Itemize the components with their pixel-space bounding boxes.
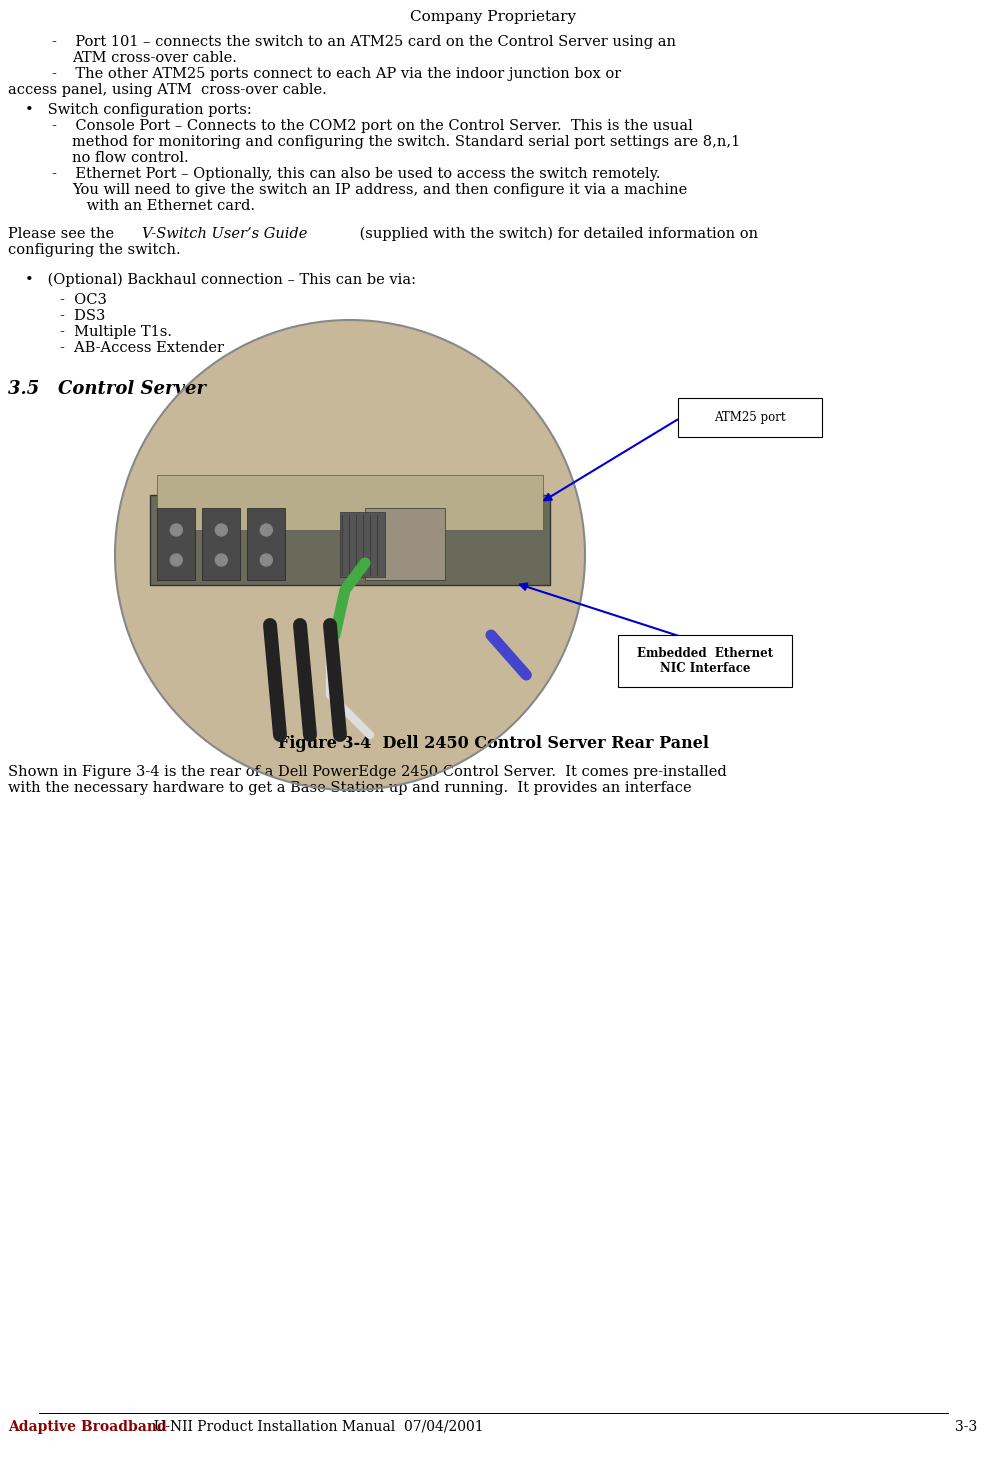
Text: 3-3: 3-3 bbox=[953, 1420, 976, 1434]
FancyBboxPatch shape bbox=[677, 398, 821, 437]
Text: with an Ethernet card.: with an Ethernet card. bbox=[82, 199, 254, 212]
Text: -    Ethernet Port – Optionally, this can also be used to access the switch remo: - Ethernet Port – Optionally, this can a… bbox=[52, 167, 660, 182]
FancyBboxPatch shape bbox=[247, 508, 285, 580]
FancyBboxPatch shape bbox=[365, 508, 445, 580]
Text: 3.5   Control Server: 3.5 Control Server bbox=[8, 379, 206, 398]
Text: -    Port 101 – connects the switch to an ATM25 card on the Control Server using: - Port 101 – connects the switch to an A… bbox=[52, 35, 675, 48]
Circle shape bbox=[171, 554, 182, 565]
Text: (supplied with the switch) for detailed information on: (supplied with the switch) for detailed … bbox=[355, 227, 757, 242]
Text: -  AB-Access Extender: - AB-Access Extender bbox=[60, 341, 224, 355]
FancyBboxPatch shape bbox=[202, 508, 240, 580]
FancyBboxPatch shape bbox=[617, 634, 791, 687]
Text: -    The other ATM25 ports connect to each AP via the indoor junction box or: - The other ATM25 ports connect to each … bbox=[52, 67, 620, 81]
Circle shape bbox=[171, 524, 182, 536]
Circle shape bbox=[215, 524, 227, 536]
Text: -  DS3: - DS3 bbox=[60, 309, 106, 322]
Text: V-Switch User’s Guide: V-Switch User’s Guide bbox=[142, 227, 307, 242]
Text: Please see the: Please see the bbox=[8, 227, 118, 242]
Text: Shown in Figure 3-4 is the rear of a Dell PowerEdge 2450 Control Server.  It com: Shown in Figure 3-4 is the rear of a Del… bbox=[8, 765, 726, 779]
Text: with the necessary hardware to get a Base Station up and running.  It provides a: with the necessary hardware to get a Bas… bbox=[8, 781, 691, 795]
Text: •   (Optional) Backhaul connection – This can be via:: • (Optional) Backhaul connection – This … bbox=[25, 272, 415, 287]
Text: Company Proprietary: Company Proprietary bbox=[410, 10, 576, 23]
Text: -    Console Port – Connects to the COM2 port on the Control Server.  This is th: - Console Port – Connects to the COM2 po… bbox=[52, 119, 692, 133]
Text: no flow control.: no flow control. bbox=[72, 151, 188, 166]
Text: ATM cross-over cable.: ATM cross-over cable. bbox=[72, 51, 237, 64]
Circle shape bbox=[260, 554, 272, 565]
Circle shape bbox=[115, 319, 585, 790]
Text: -  Multiple T1s.: - Multiple T1s. bbox=[60, 325, 172, 338]
Text: configuring the switch.: configuring the switch. bbox=[8, 243, 180, 256]
Circle shape bbox=[115, 319, 585, 790]
Text: •   Switch configuration ports:: • Switch configuration ports: bbox=[25, 103, 251, 117]
Text: access panel, using ATM  cross-over cable.: access panel, using ATM cross-over cable… bbox=[8, 84, 326, 97]
Text: You will need to give the switch an IP address, and then configure it via a mach: You will need to give the switch an IP a… bbox=[72, 183, 686, 196]
Text: Embedded  Ethernet
NIC Interface: Embedded Ethernet NIC Interface bbox=[636, 648, 772, 675]
Circle shape bbox=[215, 554, 227, 565]
FancyBboxPatch shape bbox=[157, 475, 542, 530]
Text: -  OC3: - OC3 bbox=[60, 293, 106, 308]
Text: Adaptive Broadband: Adaptive Broadband bbox=[8, 1420, 167, 1434]
Circle shape bbox=[260, 524, 272, 536]
FancyBboxPatch shape bbox=[150, 495, 549, 585]
Text: ATM25 port: ATM25 port bbox=[714, 412, 785, 423]
FancyBboxPatch shape bbox=[339, 511, 385, 577]
Text: Figure 3-4  Dell 2450 Control Server Rear Panel: Figure 3-4 Dell 2450 Control Server Rear… bbox=[278, 735, 708, 752]
FancyBboxPatch shape bbox=[157, 508, 195, 580]
Text: U-NII Product Installation Manual  07/04/2001: U-NII Product Installation Manual 07/04/… bbox=[145, 1420, 483, 1434]
Text: method for monitoring and configuring the switch. Standard serial port settings : method for monitoring and configuring th… bbox=[72, 135, 740, 149]
